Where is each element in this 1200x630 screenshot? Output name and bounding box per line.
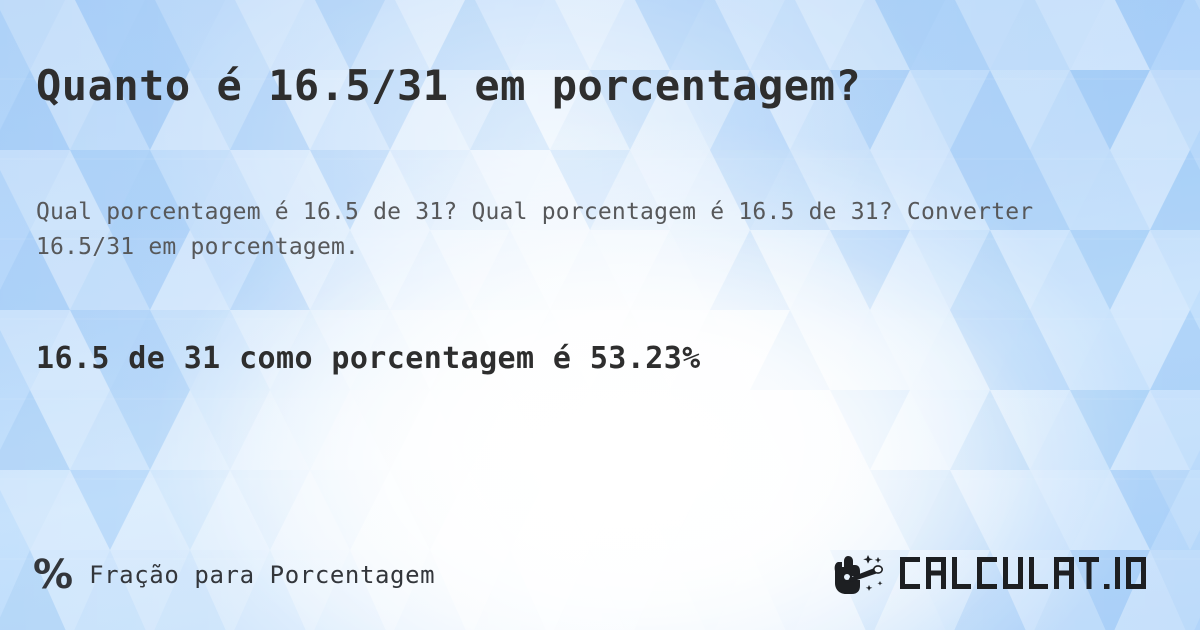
footer-category-label: Fração para Porcentagem <box>89 561 436 589</box>
footer-category[interactable]: % Fração para Porcentagem <box>33 540 435 610</box>
page-title: Quanto é 16.5/31 em porcentagem? <box>36 61 862 111</box>
percent-icon: % <box>33 552 74 598</box>
answer-result: 16.5 de 31 como porcentagem é 53.23% <box>36 341 701 376</box>
brand-wordmark-glyphs <box>900 557 1146 589</box>
page-description: Qual porcentagem é 16.5 de 31? Qual porc… <box>36 199 1034 260</box>
brand-logo[interactable] <box>830 546 1168 604</box>
brand-wordmark <box>898 550 1168 600</box>
hand-magic-wand-icon <box>834 555 883 594</box>
footer: % Fração para Porcentagem <box>0 540 1200 610</box>
